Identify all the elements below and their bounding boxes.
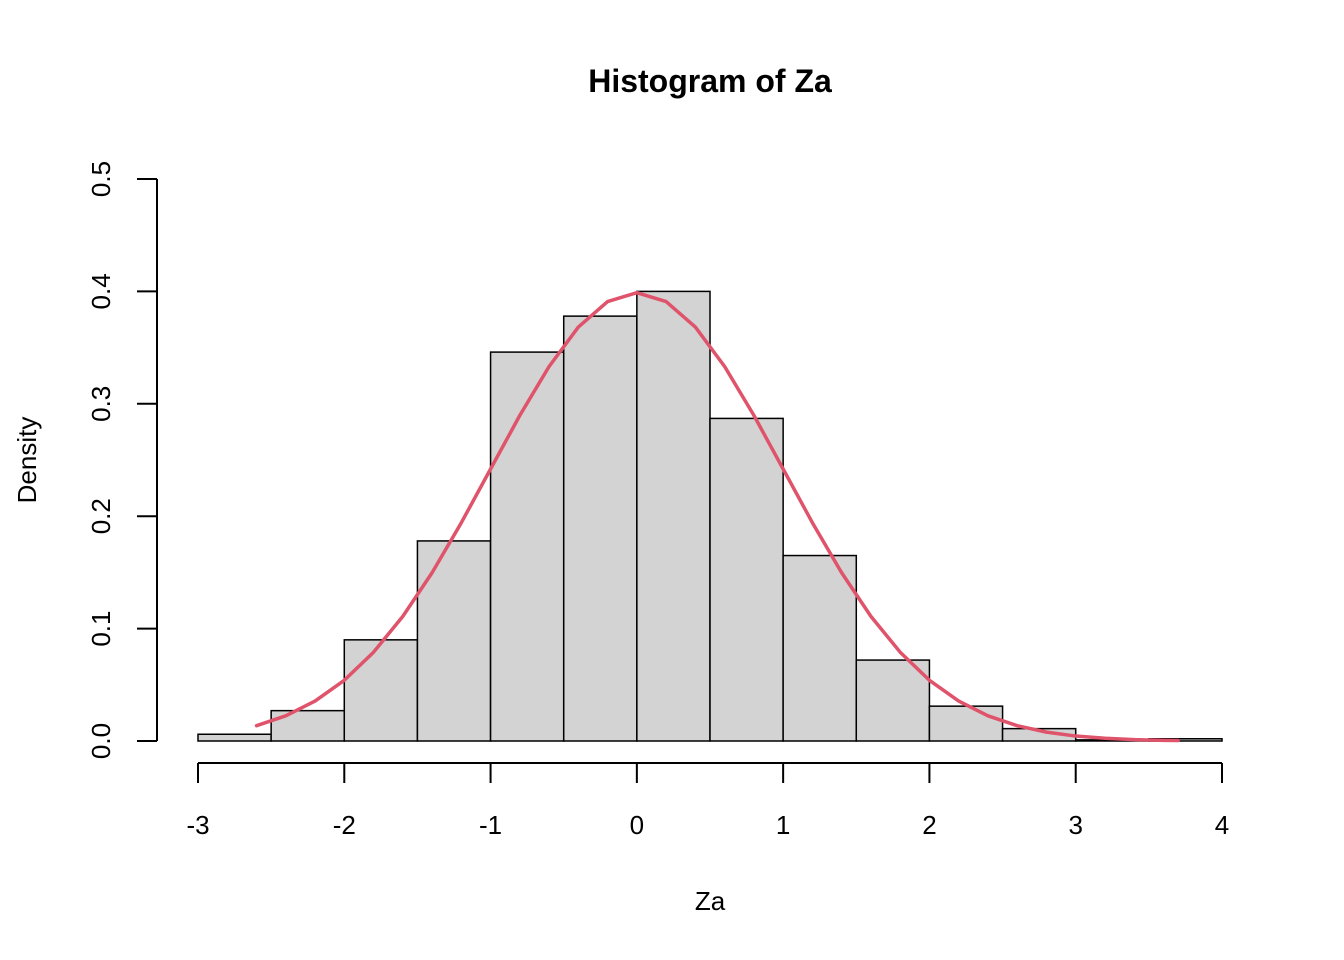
histogram-bar-10 — [928, 705, 1004, 742]
x-tick-label: -2 — [333, 810, 356, 840]
x-tick-label: 1 — [776, 810, 790, 840]
histogram-bar-5 — [562, 315, 638, 742]
chart-title: Histogram of Za — [588, 63, 832, 99]
y-tick-label: 0.5 — [86, 161, 116, 197]
x-tick-label: -1 — [479, 810, 502, 840]
histogram-bar-6 — [636, 290, 711, 742]
x-tick-label: 4 — [1215, 810, 1229, 840]
y-tick-label: 0.1 — [86, 611, 116, 647]
x-axis-label: Za — [695, 886, 726, 916]
x-axis: -3 -2 -1 0 1 2 3 4 — [186, 762, 1229, 840]
histogram-bar-2 — [343, 639, 419, 742]
y-tick-label: 0.4 — [86, 273, 116, 309]
histogram-bar-9 — [855, 659, 931, 742]
x-tick-label: -3 — [186, 810, 209, 840]
x-tick-label: 2 — [922, 810, 936, 840]
histogram-bars — [197, 290, 1223, 742]
y-axis-label: Density — [12, 417, 42, 504]
density-curve-group — [254, 290, 1180, 743]
histogram-bar-8 — [782, 554, 858, 742]
y-tick-label: 0.0 — [86, 723, 116, 759]
x-tick-label: 0 — [630, 810, 644, 840]
y-tick-label: 0.2 — [86, 498, 116, 534]
histogram-bar-7 — [709, 417, 784, 742]
y-tick-label: 0.3 — [86, 386, 116, 422]
y-axis: 0.0 0.1 0.2 0.3 0.4 0.5 — [86, 161, 158, 759]
x-tick-label: 3 — [1068, 810, 1082, 840]
histogram-bar-4 — [489, 351, 565, 742]
density-curve — [254, 290, 1180, 743]
histogram-bar-3 — [416, 540, 492, 742]
histogram-bar-1 — [270, 709, 346, 742]
histogram-bar-0 — [197, 733, 272, 742]
